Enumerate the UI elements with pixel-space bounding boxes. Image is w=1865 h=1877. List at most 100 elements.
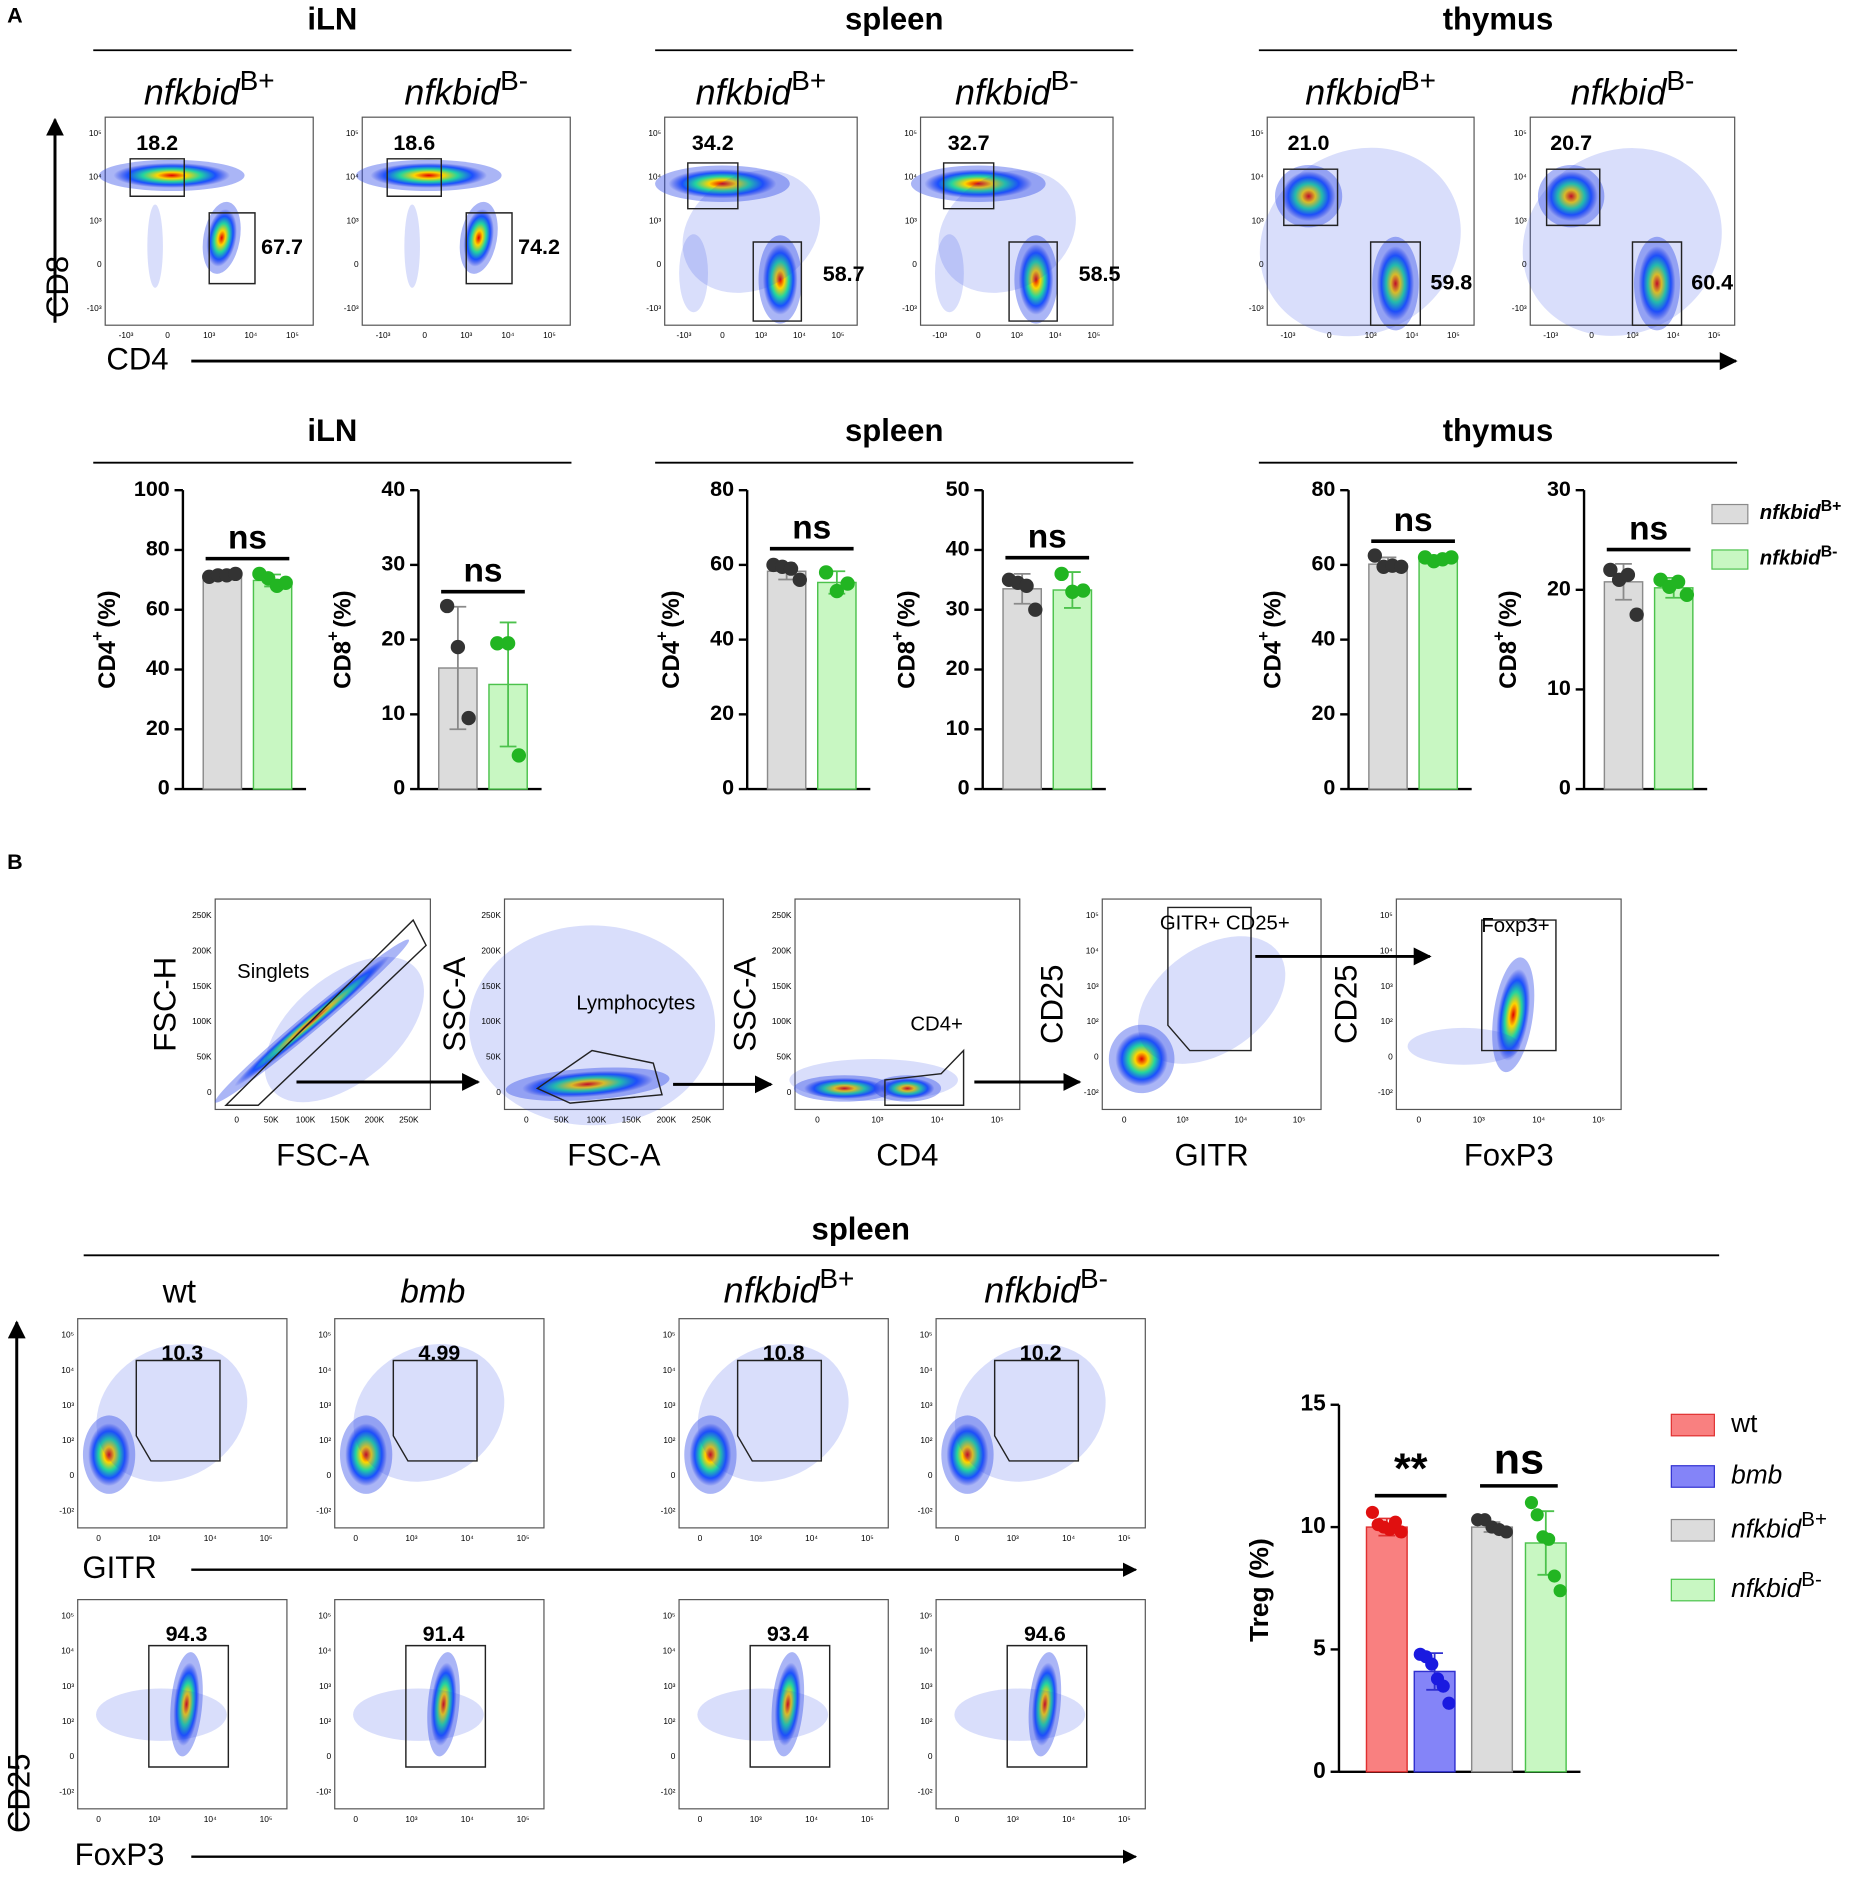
gate-value: 34.2	[692, 131, 734, 155]
genotype-label: nfkbidB+	[1731, 1508, 1827, 1543]
flow-tick-label: -10²	[918, 1786, 933, 1796]
data-point	[1499, 1525, 1513, 1539]
y-tick-label: 20	[381, 626, 405, 650]
cell-density	[88, 1423, 131, 1487]
y-tick-label: 5	[1313, 1634, 1326, 1660]
flow-tick-label: 0	[1417, 1114, 1422, 1124]
gate	[1481, 919, 1557, 1052]
flow-tick-label: 10⁵	[861, 1533, 874, 1543]
cell-cloud	[954, 1343, 1106, 1482]
axis-label: CD25	[1035, 965, 1070, 1044]
gate-value: 94.6	[1024, 1622, 1066, 1646]
y-axis-label-marker: CD8	[1495, 641, 1522, 689]
cell-cloud	[353, 1688, 484, 1741]
gate	[1283, 168, 1339, 227]
data-point	[1620, 567, 1636, 583]
flow-tick-label: 10⁵	[61, 1611, 74, 1621]
flow-tick-label: 10³	[649, 215, 661, 225]
flow-tick-label: 10⁵	[1086, 910, 1099, 920]
flow-tick-label: 250K	[192, 910, 212, 920]
genotype-name: nfkbid	[404, 73, 501, 113]
data-point	[1367, 548, 1383, 563]
cell-cloud	[404, 204, 420, 288]
y-tick-label: 0	[1323, 776, 1335, 800]
flow-tick-label: 0	[671, 1470, 676, 1480]
y-axis-label-marker: CD8	[894, 641, 921, 689]
flow-tick-label: 10³	[405, 1814, 417, 1824]
y-tick-label: 0	[1559, 776, 1571, 800]
flow-tick-label: 0	[976, 330, 981, 340]
y-axis-label-sup: +	[1254, 631, 1273, 641]
flow-tick-label: 0	[1522, 259, 1527, 269]
flow-tick-label: 10³	[1365, 330, 1377, 340]
cell-density	[924, 169, 1033, 199]
cell-density	[113, 162, 231, 188]
y-axis-label: CD4+ (%)	[653, 590, 685, 688]
data-point	[461, 710, 476, 726]
axis-label: CD25	[2, 1754, 37, 1833]
flow-tick-label: -10²	[59, 1786, 74, 1796]
flow-tick-label: -10²	[661, 1505, 676, 1515]
flow-tick-label: 10⁵	[663, 1611, 676, 1621]
flow-plot-frame	[935, 1318, 1146, 1529]
flow-tick-label: 200K	[481, 945, 501, 955]
flow-tick-label: 10³	[920, 1400, 932, 1410]
y-axis-label-sup: +	[1490, 631, 1509, 641]
flow-tick-label: 0	[327, 1751, 332, 1761]
flow-tick-label: 0	[1122, 1114, 1127, 1124]
legend-swatch	[1670, 1578, 1715, 1602]
flow-tick-label: 10⁵	[517, 1533, 530, 1543]
y-tick-label: 40	[146, 656, 170, 680]
genotype-allele: B+	[791, 66, 826, 97]
flow-tick-label: 150K	[772, 981, 792, 991]
cell-density	[804, 1077, 885, 1099]
group-label: wt	[162, 1273, 197, 1310]
axis-label: SSC-A	[727, 956, 762, 1051]
cell-cloud	[934, 234, 964, 313]
genotype-name: nfkbid	[696, 73, 793, 113]
cell-density	[668, 169, 777, 199]
cell-density	[774, 1662, 801, 1746]
y-axis-label-sup: +	[324, 631, 343, 641]
y-axis-label-marker: CD8	[330, 641, 357, 689]
flow-tick-label: -10²	[1378, 1087, 1393, 1097]
flow-tick-label: 10⁵	[920, 1611, 933, 1621]
flow-tick-label: 10⁴	[501, 330, 514, 340]
gate-value: 58.5	[1079, 262, 1121, 286]
cell-cloud	[264, 956, 424, 1103]
flow-tick-label: 10⁵	[991, 1114, 1004, 1124]
gate-value: 10.3	[161, 1341, 203, 1365]
gate	[129, 158, 185, 197]
cell-cloud	[789, 1058, 958, 1102]
flow-tick-label: 0	[928, 1470, 933, 1480]
data-point	[490, 636, 505, 651]
data-point	[1530, 1508, 1544, 1522]
flow-tick-label: 10⁴	[805, 1814, 818, 1824]
flow-tick-label: 10³	[319, 1400, 331, 1410]
gate-value: 94.3	[166, 1622, 208, 1646]
flow-tick-label: 10⁵	[260, 1814, 273, 1824]
flow-tick-label: 50K	[486, 1051, 501, 1061]
gate	[1631, 241, 1683, 326]
flow-tick-label: 10⁵	[543, 330, 556, 340]
axis-label: CD4	[876, 1137, 938, 1172]
y-tick-label: 60	[1311, 552, 1335, 576]
genotype-allele: B-	[1080, 1263, 1108, 1294]
flow-tick-label: 250K	[399, 1114, 419, 1124]
flow-tick-label: 10⁵	[260, 1533, 273, 1543]
data-point	[1629, 607, 1644, 622]
bar	[1418, 559, 1459, 790]
flow-tick-label: -10³	[376, 330, 391, 340]
flow-tick-label: -10²	[316, 1786, 331, 1796]
axis-label: FSC-H	[148, 957, 183, 1052]
flow-tick-label: 10⁴	[904, 172, 917, 182]
flow-tick-label: 0	[955, 1533, 960, 1543]
flow-tick-label: 10⁵	[346, 128, 359, 138]
legend-label: bmb	[1731, 1459, 1782, 1489]
flow-tick-label: 10³	[1626, 330, 1638, 340]
y-tick-label: 60	[710, 552, 734, 576]
flow-tick-label: 0	[354, 259, 359, 269]
axis-label: FSC-A	[567, 1137, 661, 1172]
flow-tick-label: 100K	[772, 1016, 792, 1026]
genotype-label: nfkbidB+	[724, 1263, 855, 1311]
